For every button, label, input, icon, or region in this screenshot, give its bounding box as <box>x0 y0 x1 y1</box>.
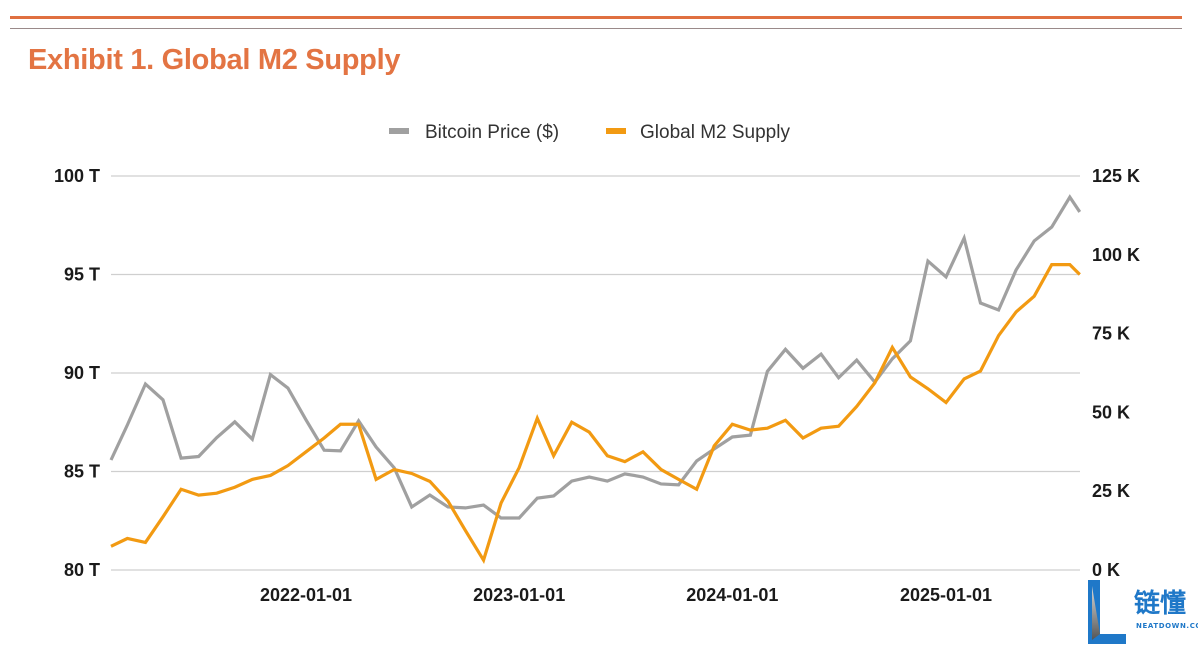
header-rule-gray <box>10 28 1182 29</box>
y-right-tick-label: 100 K <box>1092 245 1140 265</box>
y-right-tick-label: 75 K <box>1092 324 1130 344</box>
y-axis-right: 0 K 25 K 50 K 75 K 100 K 125 K <box>1092 166 1140 580</box>
y-right-tick-label: 50 K <box>1092 402 1130 422</box>
legend-label-bitcoin: Bitcoin Price ($) <box>425 122 559 143</box>
global-m2-line <box>110 263 1081 565</box>
gridlines <box>111 175 1080 571</box>
y-right-tick-label: 0 K <box>1092 560 1120 580</box>
y-axis-left: 80 T 85 T 90 T 95 T 100 T <box>54 166 100 580</box>
page-title: Exhibit 1. Global M2 Supply <box>28 44 401 76</box>
neatdown-logo: 链懂 NEATDOWN.COM <box>1088 580 1198 644</box>
legend-label-m2: Global M2 Supply <box>640 122 790 143</box>
x-tick-label: 2022-01-01 <box>260 585 352 605</box>
legend-swatch-bitcoin <box>389 128 409 134</box>
x-tick-label: 2023-01-01 <box>473 585 565 605</box>
series-lines <box>109 194 1082 565</box>
y-right-tick-label: 125 K <box>1092 166 1140 186</box>
x-tick-label: 2024-01-01 <box>686 585 778 605</box>
x-axis: 2022-01-01 2023-01-01 2024-01-01 2025-01-01 <box>260 585 992 605</box>
y-left-tick-label: 90 T <box>64 363 100 383</box>
y-left-tick-label: 100 T <box>54 166 100 186</box>
bitcoin-price-line <box>109 194 1082 520</box>
legend-swatch-m2 <box>606 128 626 134</box>
y-left-tick-label: 85 T <box>64 462 100 482</box>
x-tick-label: 2025-01-01 <box>900 585 992 605</box>
legend: Bitcoin Price ($) Global M2 Supply <box>389 122 790 143</box>
logo-en-text: NEATDOWN.COM <box>1136 622 1198 630</box>
y-left-tick-label: 80 T <box>64 560 100 580</box>
header-rule-orange <box>10 16 1182 19</box>
y-left-tick-label: 95 T <box>64 265 100 285</box>
y-right-tick-label: 25 K <box>1092 481 1130 501</box>
logo-cn-text: 链懂 <box>1134 588 1186 619</box>
